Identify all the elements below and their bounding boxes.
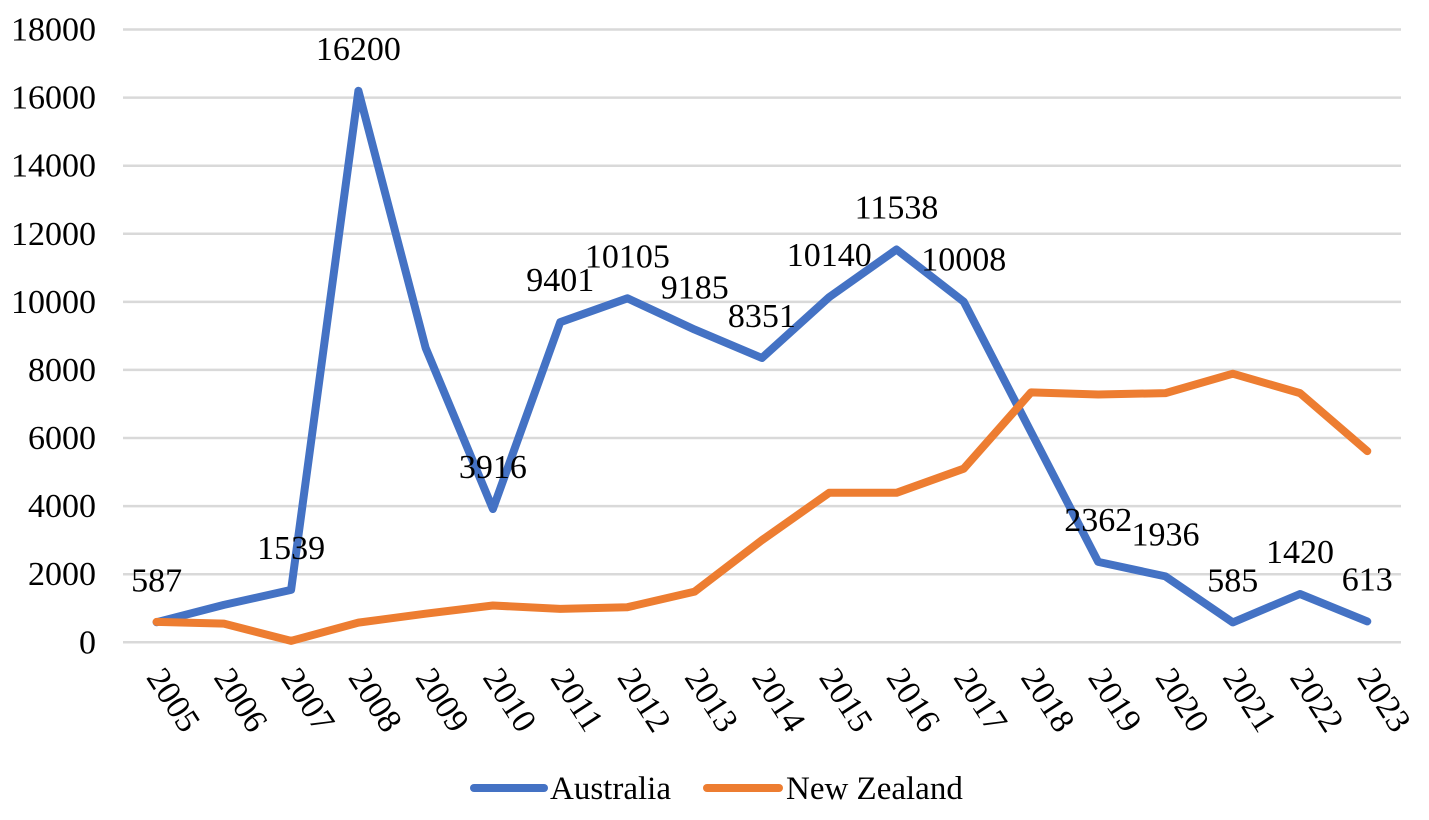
svg-text:9401: 9401 (526, 262, 594, 299)
svg-text:9185: 9185 (661, 270, 729, 307)
svg-text:16000: 16000 (11, 80, 96, 117)
svg-text:2362: 2362 (1064, 502, 1132, 539)
svg-text:4000: 4000 (28, 488, 96, 525)
svg-text:6000: 6000 (28, 420, 96, 457)
svg-text:1420: 1420 (1266, 534, 1334, 571)
svg-text:16200: 16200 (316, 31, 401, 68)
svg-text:11538: 11538 (855, 190, 939, 227)
svg-text:10000: 10000 (11, 284, 96, 321)
svg-text:3916: 3916 (459, 449, 527, 486)
svg-text:18000: 18000 (11, 12, 96, 49)
svg-text:1936: 1936 (1132, 516, 1200, 553)
svg-text:8351: 8351 (728, 298, 796, 335)
svg-text:587: 587 (131, 562, 182, 599)
svg-text:585: 585 (1207, 562, 1258, 599)
svg-text:New Zealand: New Zealand (786, 771, 963, 807)
svg-text:613: 613 (1342, 561, 1393, 598)
svg-text:8000: 8000 (28, 352, 96, 389)
svg-text:10140: 10140 (787, 237, 872, 274)
svg-text:10105: 10105 (585, 238, 670, 275)
svg-text:10008: 10008 (921, 242, 1006, 279)
svg-text:2000: 2000 (28, 556, 96, 593)
svg-text:0: 0 (79, 624, 96, 661)
svg-text:12000: 12000 (11, 216, 96, 253)
svg-text:1539: 1539 (257, 530, 325, 567)
svg-text:14000: 14000 (11, 148, 96, 185)
svg-text:Australia: Australia (550, 771, 671, 807)
